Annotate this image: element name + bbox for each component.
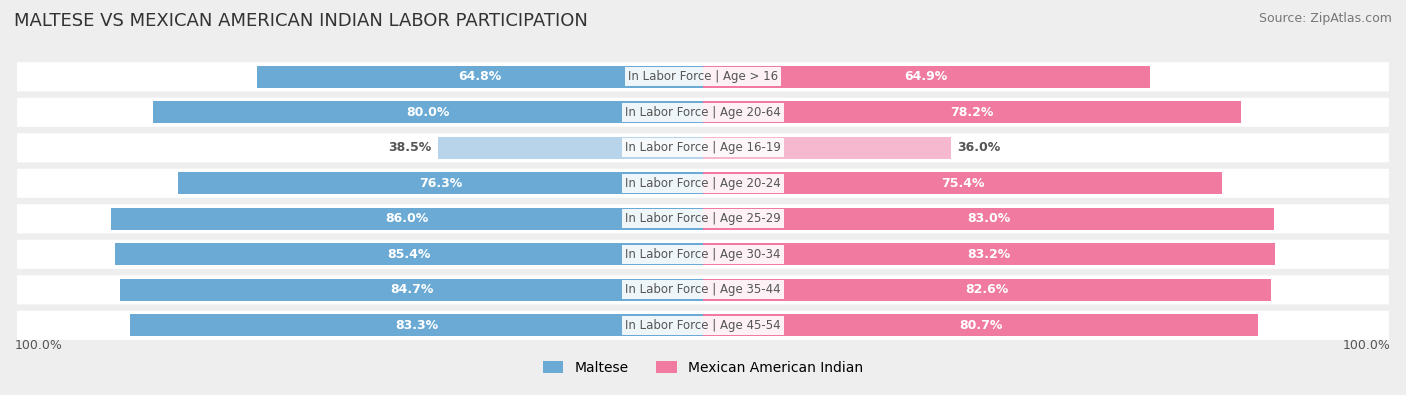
FancyBboxPatch shape xyxy=(17,240,1389,269)
Text: In Labor Force | Age 35-44: In Labor Force | Age 35-44 xyxy=(626,283,780,296)
FancyBboxPatch shape xyxy=(17,311,1389,340)
Text: 83.0%: 83.0% xyxy=(967,213,1010,225)
Text: In Labor Force | Age 45-54: In Labor Force | Age 45-54 xyxy=(626,319,780,332)
Bar xyxy=(703,314,1258,337)
Bar xyxy=(703,172,1222,194)
FancyBboxPatch shape xyxy=(17,204,1389,233)
Bar xyxy=(703,243,1275,265)
Bar xyxy=(115,243,703,265)
Text: 76.3%: 76.3% xyxy=(419,177,463,190)
Text: In Labor Force | Age 20-64: In Labor Force | Age 20-64 xyxy=(626,106,780,119)
FancyBboxPatch shape xyxy=(17,98,1389,127)
Bar xyxy=(703,66,1150,88)
Bar xyxy=(111,208,703,230)
Text: 100.0%: 100.0% xyxy=(1343,339,1391,352)
Text: 83.2%: 83.2% xyxy=(967,248,1011,261)
Bar xyxy=(121,279,703,301)
Text: 85.4%: 85.4% xyxy=(388,248,430,261)
Bar xyxy=(153,101,703,123)
Bar xyxy=(703,208,1274,230)
Text: In Labor Force | Age > 16: In Labor Force | Age > 16 xyxy=(628,70,778,83)
Bar xyxy=(179,172,703,194)
Text: 38.5%: 38.5% xyxy=(388,141,432,154)
Text: 64.8%: 64.8% xyxy=(458,70,502,83)
Text: 75.4%: 75.4% xyxy=(941,177,984,190)
Text: 64.9%: 64.9% xyxy=(904,70,948,83)
Text: 82.6%: 82.6% xyxy=(966,283,1008,296)
Text: 83.3%: 83.3% xyxy=(395,319,439,332)
FancyBboxPatch shape xyxy=(17,62,1389,91)
Text: 80.0%: 80.0% xyxy=(406,106,450,119)
FancyBboxPatch shape xyxy=(17,169,1389,198)
Text: In Labor Force | Age 25-29: In Labor Force | Age 25-29 xyxy=(626,213,780,225)
Text: 36.0%: 36.0% xyxy=(957,141,1001,154)
Bar xyxy=(439,137,703,159)
FancyBboxPatch shape xyxy=(17,275,1389,305)
Text: In Labor Force | Age 20-24: In Labor Force | Age 20-24 xyxy=(626,177,780,190)
FancyBboxPatch shape xyxy=(17,133,1389,162)
Legend: Maltese, Mexican American Indian: Maltese, Mexican American Indian xyxy=(537,355,869,380)
Text: 78.2%: 78.2% xyxy=(950,106,994,119)
Text: In Labor Force | Age 30-34: In Labor Force | Age 30-34 xyxy=(626,248,780,261)
Bar xyxy=(703,137,950,159)
Text: 80.7%: 80.7% xyxy=(959,319,1002,332)
Bar xyxy=(257,66,703,88)
Text: Source: ZipAtlas.com: Source: ZipAtlas.com xyxy=(1258,12,1392,25)
Text: 84.7%: 84.7% xyxy=(389,283,433,296)
Bar xyxy=(703,279,1271,301)
Text: 86.0%: 86.0% xyxy=(385,213,429,225)
Text: MALTESE VS MEXICAN AMERICAN INDIAN LABOR PARTICIPATION: MALTESE VS MEXICAN AMERICAN INDIAN LABOR… xyxy=(14,12,588,30)
Bar xyxy=(703,101,1241,123)
Text: In Labor Force | Age 16-19: In Labor Force | Age 16-19 xyxy=(626,141,780,154)
Text: 100.0%: 100.0% xyxy=(15,339,63,352)
Bar xyxy=(129,314,703,337)
